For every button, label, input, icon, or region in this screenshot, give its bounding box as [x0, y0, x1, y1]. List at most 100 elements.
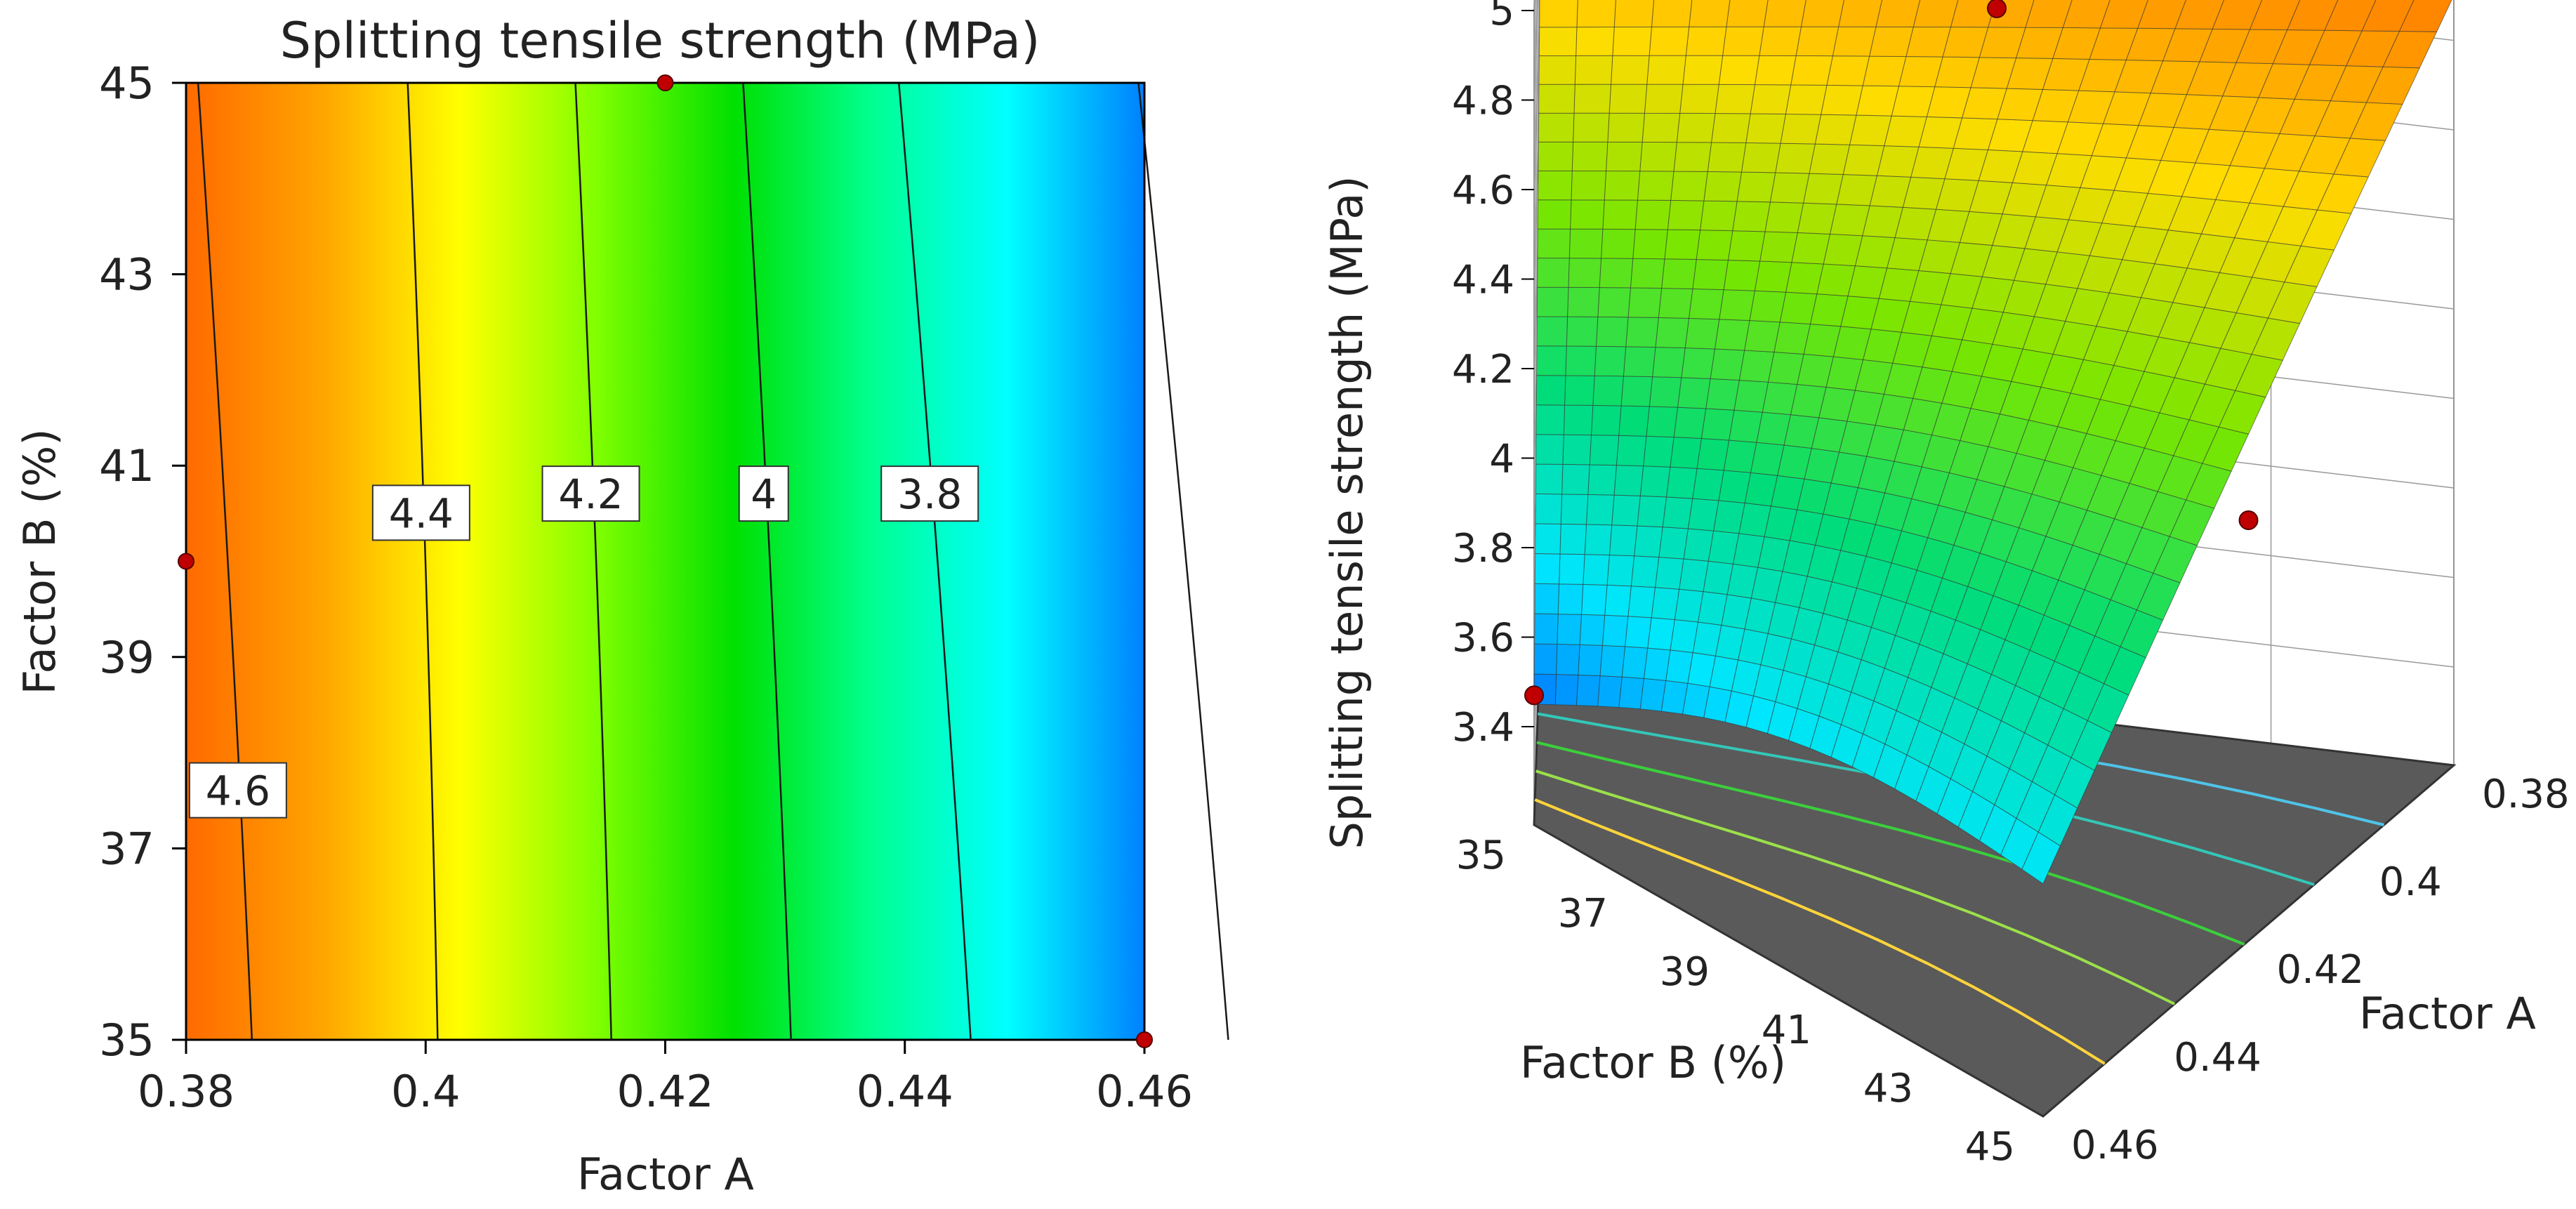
surface-cell	[1738, 350, 1775, 383]
surface-cell	[1539, 0, 1578, 28]
surface-cell	[1829, 204, 1870, 237]
surface-cell	[1611, 494, 1641, 527]
contour-labels: 4.6 4.4 4.2 4 3.8	[188, 465, 979, 819]
surface-cell	[1664, 229, 1701, 260]
surface-cell	[1836, 173, 1878, 206]
surface-cell	[1600, 228, 1636, 259]
surface-cell	[1651, 0, 1693, 27]
z-tick-label: 5	[1489, 0, 1514, 34]
surface-cell	[1795, 26, 1839, 57]
surface-cell	[1667, 199, 1705, 231]
surface-cell	[1842, 144, 1885, 176]
surface-design-points	[1524, 0, 2259, 706]
surface-cell	[1533, 643, 1558, 675]
surface-cell	[1627, 586, 1656, 619]
surface-cell	[1574, 55, 1613, 85]
surface-cell	[1759, 26, 1802, 56]
z-tick-label: 4.4	[1452, 258, 1514, 303]
surface-cell	[1534, 583, 1560, 615]
surface-cell	[1785, 262, 1824, 295]
surface-cell	[1592, 375, 1624, 407]
surface-cell	[1559, 523, 1587, 555]
surface-cell	[1535, 523, 1561, 555]
surface-cell	[1868, 26, 1914, 57]
surface-cell	[1585, 494, 1615, 526]
surface-cell	[1536, 286, 1569, 317]
surface-cell	[1556, 644, 1580, 675]
surface-cell	[1646, 406, 1679, 438]
design-point	[178, 553, 194, 570]
surface-cell	[1685, 26, 1727, 56]
x-tick-label: 0.42	[616, 1066, 713, 1117]
surface-cell	[1791, 232, 1831, 265]
surface-cell	[1652, 346, 1686, 378]
surface-cell	[1696, 437, 1730, 471]
surface-cell	[1722, 26, 1764, 56]
surface-cell	[1587, 464, 1617, 496]
surface-cell	[1559, 553, 1585, 585]
surface-cell	[1749, 290, 1787, 323]
surface-cell	[1573, 84, 1612, 114]
surface-cell	[1658, 527, 1689, 560]
surface-cell	[1618, 405, 1650, 437]
floor-contour-line	[1536, 741, 2245, 946]
surface-cell	[1775, 143, 1816, 174]
factor-b-tick-label: 41	[1762, 1008, 1811, 1053]
y-tick-label: 39	[99, 632, 154, 683]
y-tick-label: 43	[99, 249, 154, 300]
surface-cell	[1655, 317, 1690, 349]
surface-cell	[1719, 289, 1755, 322]
surface-cell	[1654, 557, 1684, 590]
surface-cell	[1637, 495, 1667, 528]
surface-cell	[1535, 404, 1566, 435]
surface-cell	[1687, 498, 1719, 531]
z-tick-label: 3.8	[1452, 526, 1514, 572]
surface-mesh	[1533, 0, 2452, 885]
surface-cell	[1538, 170, 1573, 201]
surface-cell	[1560, 494, 1589, 525]
contour-plot-area	[186, 83, 1144, 1040]
contour-line	[574, 82, 612, 1040]
z-tick-label: 4.8	[1452, 79, 1514, 124]
surface-cell	[1599, 258, 1634, 289]
design-point-3d	[1524, 685, 1544, 706]
surface-cell	[1741, 142, 1781, 173]
surface-cell	[1733, 379, 1769, 413]
surface-cell	[1809, 143, 1851, 175]
surface-cell	[1630, 555, 1660, 588]
surface-factor-a-title: Factor A	[2359, 988, 2536, 1039]
surface-cell	[1802, 173, 1844, 205]
surface-cell	[1710, 348, 1745, 381]
surface-cell	[1674, 588, 1704, 623]
surface-cell	[1754, 260, 1792, 293]
surface-cell	[1613, 465, 1644, 496]
floor-plane	[1533, 655, 2457, 1118]
surface-cell	[1707, 142, 1747, 173]
surface-axes: 3.4 3.6 3.8 4 4.2 4.4 4.6 4.8 5 35 37 39 41 43 45 0.38 0…	[1452, 0, 2570, 1170]
surface-cell	[1665, 466, 1698, 499]
surface-cell	[1670, 619, 1699, 654]
surface-cell	[1568, 228, 1604, 259]
surface-cell	[1632, 229, 1668, 260]
surface-cell	[1723, 260, 1761, 291]
surface-cell	[1536, 345, 1567, 376]
surface-cell	[1838, 0, 1882, 27]
y-tick-label: 37	[99, 823, 154, 874]
surface-cell	[1639, 678, 1667, 712]
factor-a-tick-label: 0.46	[2071, 1123, 2159, 1168]
surface-cell	[1728, 409, 1763, 443]
surface-cell	[1570, 199, 1605, 230]
surface-cell	[1759, 231, 1798, 263]
contour-line	[897, 82, 972, 1040]
surface-cell	[1727, 230, 1766, 262]
surface-cell	[1621, 646, 1649, 679]
surface-cell	[1537, 258, 1570, 288]
surface-cell	[1534, 553, 1561, 585]
surface-cell	[1634, 199, 1672, 230]
y-tick-label: 41	[99, 440, 154, 491]
surface-cell	[1610, 55, 1650, 85]
surface-cell	[1715, 84, 1756, 114]
surface-cell	[1616, 435, 1647, 467]
surface-cell	[1714, 319, 1750, 351]
